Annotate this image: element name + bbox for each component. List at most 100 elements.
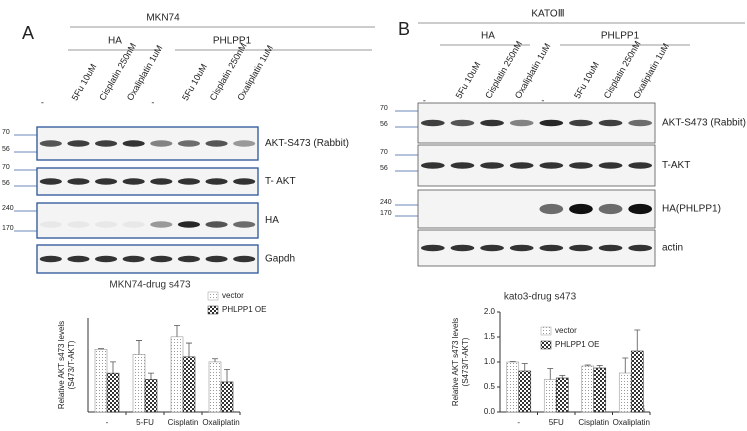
lane-label: - [41, 97, 44, 107]
bar [182, 356, 196, 413]
band [539, 244, 564, 252]
band [233, 255, 256, 263]
bar [506, 361, 520, 413]
blot-label: HA [265, 215, 279, 226]
band [39, 255, 62, 263]
blot-label: AKT-S473 (Rabbit) [265, 138, 349, 149]
bar [132, 354, 146, 413]
bar [581, 365, 595, 413]
y-tick-label: 2.0 [484, 307, 496, 316]
band [122, 140, 145, 147]
band [67, 140, 90, 147]
band [205, 255, 228, 263]
panel-letter: A [22, 23, 34, 43]
cell-line: MKN74 [146, 13, 180, 24]
band [480, 162, 504, 169]
mw-marker: 170 [2, 225, 14, 232]
band [95, 255, 118, 263]
legend-swatch [540, 326, 552, 336]
band [539, 119, 564, 127]
error-bar [622, 357, 629, 373]
band [480, 119, 504, 127]
x-tick-label: - [106, 418, 109, 427]
blot [36, 202, 259, 239]
band [509, 119, 534, 127]
band [95, 221, 118, 228]
blot-label: HA(PHLPP1) [662, 204, 721, 215]
y-tick-label: 0.0 [484, 407, 496, 416]
chart-title: kato3-drug s473 [504, 292, 577, 303]
bar [208, 361, 222, 413]
band [150, 140, 173, 147]
band [598, 203, 623, 215]
band [539, 203, 564, 215]
x-tick-label: Oxaliplatin [202, 418, 239, 427]
band [39, 221, 62, 228]
band [420, 244, 445, 252]
lane-label: - [151, 97, 154, 107]
mw-marker: 70 [380, 105, 388, 112]
mw-marker: 56 [2, 146, 10, 153]
bar [518, 370, 532, 413]
band [628, 203, 653, 215]
mw-marker: 240 [380, 199, 392, 206]
mw-marker: 70 [2, 129, 10, 136]
lane-label: 5Fu 10uM [454, 60, 483, 100]
error-bar [509, 361, 516, 362]
error-bar [547, 368, 554, 380]
y-axis-label: Relative AKT s473 levels [451, 318, 460, 406]
band [39, 140, 62, 147]
bar [144, 379, 158, 413]
bar [543, 379, 557, 413]
legend-swatch [207, 291, 219, 301]
legend-swatch [207, 305, 219, 315]
band [205, 221, 228, 228]
x-tick-label: - [517, 418, 520, 427]
band [150, 255, 173, 263]
band [67, 178, 90, 185]
lane-label: 5Fu 10uM [572, 60, 601, 100]
x-tick-label: 5FU [549, 418, 564, 427]
lane-label: - [541, 95, 544, 105]
band [122, 221, 145, 228]
error-bar [110, 361, 116, 374]
error-bar [174, 325, 180, 337]
mw-marker: 56 [380, 121, 388, 128]
band [122, 255, 145, 263]
bar [555, 377, 569, 413]
band [420, 119, 445, 127]
band [598, 244, 623, 252]
band [598, 119, 623, 127]
error-bar [136, 340, 142, 355]
y-axis-label: (S473/T-AKT) [67, 340, 76, 389]
band [450, 162, 475, 169]
lane-label: 5Fu 10uM [70, 62, 99, 102]
band [95, 140, 118, 147]
bar [220, 381, 234, 413]
band [150, 221, 173, 228]
band [628, 119, 653, 127]
blot-label: AKT-S473 (Rabbit) [662, 118, 746, 129]
error-bar [584, 364, 591, 366]
group-label: PHLPP1 [601, 31, 640, 42]
blot-label: actin [662, 243, 683, 254]
band [539, 162, 564, 169]
band [420, 162, 445, 169]
y-tick-label: 1.5 [484, 332, 496, 341]
y-tick-label: 0.5 [484, 382, 496, 391]
band [205, 178, 228, 185]
band [569, 162, 593, 169]
lane-label: 5Fu 10uM [180, 62, 209, 102]
y-axis-label: (S473/T-AKT) [461, 337, 470, 386]
mw-marker: 56 [380, 165, 388, 172]
band [509, 244, 534, 252]
error-bar [186, 342, 192, 357]
band [67, 255, 90, 263]
band [177, 140, 200, 147]
mw-marker: 170 [380, 210, 392, 217]
blot-label: T-AKT [662, 160, 690, 171]
band [598, 162, 623, 169]
band [122, 178, 145, 185]
mw-marker: 240 [2, 205, 14, 212]
band [177, 178, 200, 185]
